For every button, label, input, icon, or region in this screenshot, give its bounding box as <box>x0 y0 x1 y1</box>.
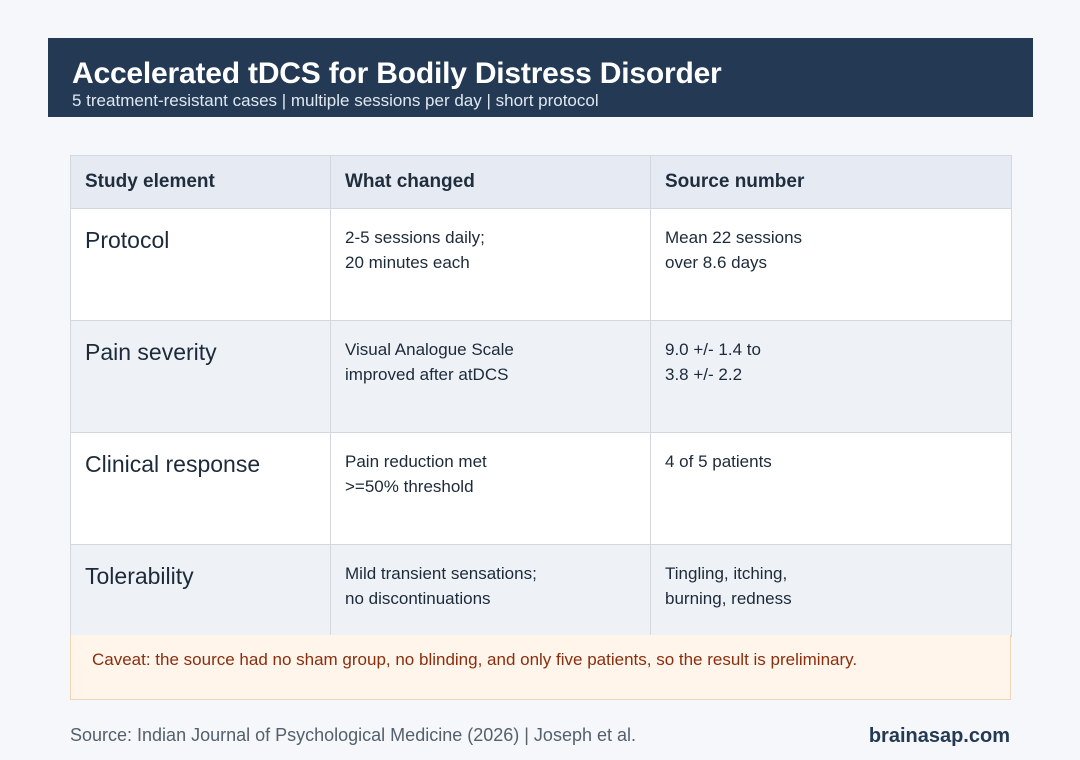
source-number-line: 4 of 5 patients <box>665 452 772 471</box>
table-row: Tolerability Mild transient sensations; … <box>70 544 1012 637</box>
column-header-what-changed: What changed <box>330 155 651 209</box>
what-changed-cell: 2-5 sessions daily; 20 minutes each <box>330 208 651 321</box>
row-element-label: Protocol <box>85 227 170 253</box>
row-element-label: Pain severity <box>85 339 217 365</box>
source-number-line: over 8.6 days <box>665 253 768 272</box>
what-changed-line: 20 minutes each <box>345 253 470 272</box>
what-changed-line: improved after atDCS <box>345 365 509 384</box>
row-element-cell: Protocol <box>70 208 331 321</box>
row-element-cell: Tolerability <box>70 544 331 637</box>
caveat-note: Caveat: the source had no sham group, no… <box>70 635 1011 700</box>
page-title: Accelerated tDCS for Bodily Distress Dis… <box>72 57 722 90</box>
row-element-cell: Clinical response <box>70 432 331 545</box>
column-header-study-element: Study element <box>70 155 331 209</box>
source-number-line: 9.0 +/- 1.4 to <box>665 340 761 359</box>
brand-link[interactable]: brainasap.com <box>868 725 1010 747</box>
what-changed-line: 2-5 sessions daily; <box>345 228 485 247</box>
table-row: Protocol 2-5 sessions daily; 20 minutes … <box>70 208 1012 321</box>
table-row: Pain severity Visual Analogue Scale impr… <box>70 320 1012 433</box>
what-changed-line: Pain reduction met <box>345 452 487 471</box>
what-changed-line: >=50% threshold <box>345 477 474 496</box>
row-element-cell: Pain severity <box>70 320 331 433</box>
source-number-cell: Tingling, itching, burning, redness <box>650 544 1012 637</box>
what-changed-line: Mild transient sensations; <box>345 564 537 583</box>
what-changed-cell: Pain reduction met >=50% threshold <box>330 432 651 545</box>
source-number-cell: 9.0 +/- 1.4 to 3.8 +/- 2.2 <box>650 320 1012 433</box>
row-element-label: Tolerability <box>85 563 194 589</box>
page-subtitle: 5 treatment-resistant cases | multiple s… <box>72 91 599 110</box>
source-citation: Source: Indian Journal of Psychological … <box>70 725 636 745</box>
source-number-cell: Mean 22 sessions over 8.6 days <box>650 208 1012 321</box>
source-number-line: 3.8 +/- 2.2 <box>665 365 743 384</box>
what-changed-cell: Mild transient sensations; no discontinu… <box>330 544 651 637</box>
what-changed-line: Visual Analogue Scale <box>345 340 514 359</box>
study-table: Study element What changed Source number… <box>70 155 1012 637</box>
what-changed-cell: Visual Analogue Scale improved after atD… <box>330 320 651 433</box>
table-header-row: Study element What changed Source number <box>70 155 1012 209</box>
source-number-line: Mean 22 sessions <box>665 228 803 247</box>
source-number-line: burning, redness <box>665 589 792 608</box>
column-header-source-number: Source number <box>650 155 1012 209</box>
title-banner: Accelerated tDCS for Bodily Distress Dis… <box>48 38 1033 117</box>
source-number-cell: 4 of 5 patients <box>650 432 1012 545</box>
row-element-label: Clinical response <box>85 451 261 477</box>
source-number-line: Tingling, itching, <box>665 564 788 583</box>
what-changed-line: no discontinuations <box>345 589 491 608</box>
table-row: Clinical response Pain reduction met >=5… <box>70 432 1012 545</box>
